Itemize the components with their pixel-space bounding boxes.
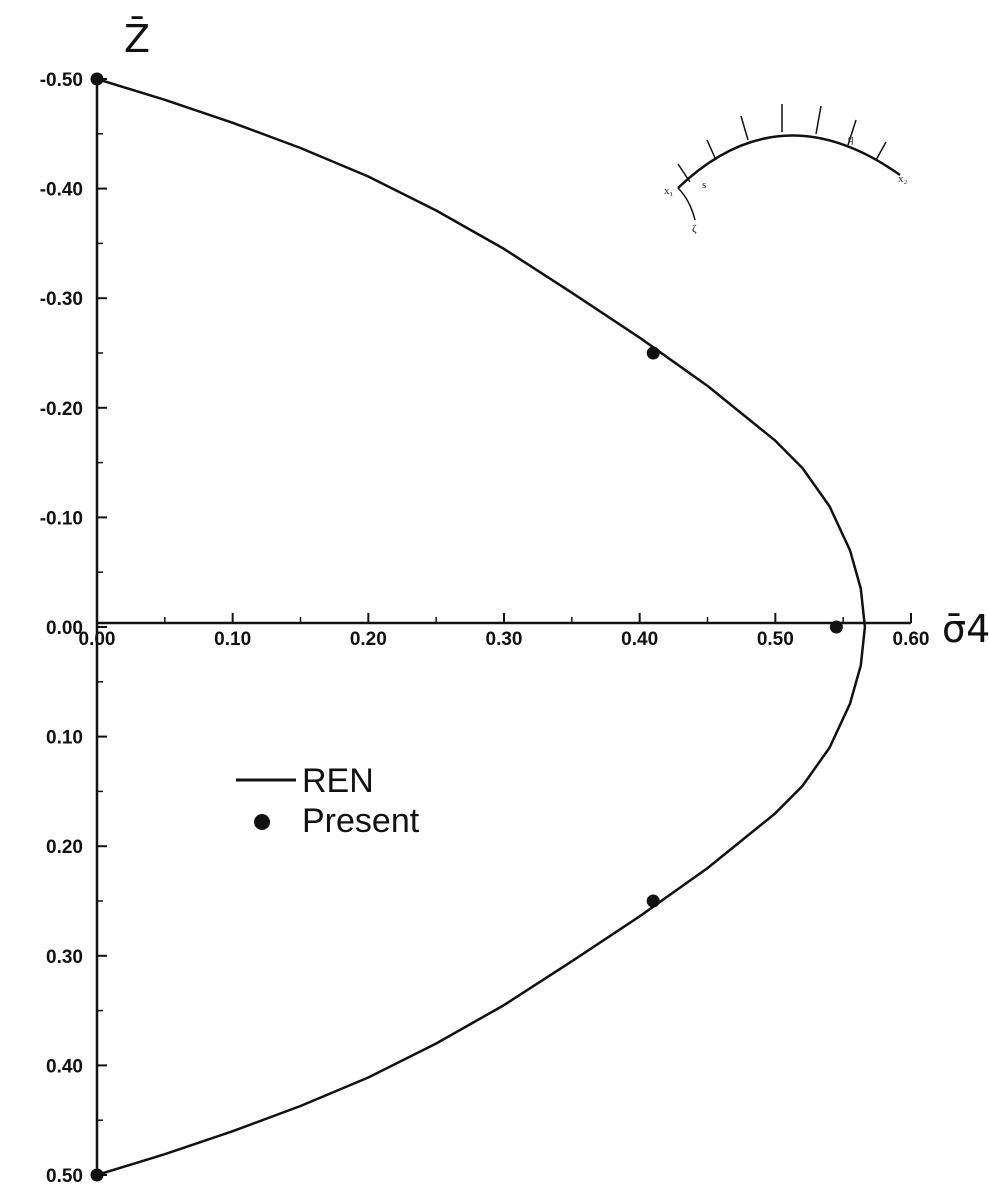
- legend: REN Present: [236, 762, 420, 840]
- y-tick-label: -0.40: [40, 180, 83, 201]
- series-present-point: [646, 894, 660, 908]
- y-tick-label: 0.50: [46, 1166, 83, 1187]
- inset-normal-line: [875, 141, 887, 161]
- y-tick-label: 0.20: [46, 837, 83, 858]
- series-layer: [90, 72, 867, 1182]
- y-tick-label: -0.10: [40, 508, 83, 529]
- inset-label-s: s: [702, 179, 706, 191]
- inset-arc: [677, 134, 901, 189]
- inset-normal-lines: [677, 104, 887, 183]
- inset-hook: [677, 187, 696, 221]
- inset-normal-line: [677, 163, 691, 183]
- series-present-point: [829, 620, 843, 634]
- x-tick-label: 0.40: [621, 629, 658, 650]
- axes: [95, 73, 911, 1175]
- inset-normal-line: [706, 139, 717, 161]
- x-tick-label: 0.20: [350, 629, 387, 650]
- inset-label-x1: x₁: [664, 185, 674, 197]
- x-tick-label: 0.60: [893, 629, 930, 650]
- inset-normal-line: [847, 119, 857, 146]
- inset-label-zeta: ζ: [692, 223, 697, 235]
- y-axis-title: Z̄: [124, 17, 150, 61]
- legend-label-present: Present: [302, 802, 420, 840]
- series-ren-line: [96, 77, 867, 1177]
- tick-marks: [96, 78, 912, 1176]
- series-present-point: [646, 346, 660, 360]
- x-tick-label: 0.30: [486, 629, 523, 650]
- x-axis-title: σ̄4: [942, 607, 989, 651]
- inset-normal-line: [740, 115, 749, 141]
- inset-label-q: q: [848, 133, 854, 145]
- series-present-point: [90, 72, 104, 86]
- x-tick-label: 0.10: [214, 629, 251, 650]
- legend-marker-sample: [254, 814, 270, 830]
- inset-label-x2: x₂: [898, 173, 908, 185]
- y-tick-label: 0.30: [46, 947, 83, 968]
- x-tick-label: 0.50: [757, 629, 794, 650]
- y-tick-label: -0.50: [40, 70, 83, 91]
- series-present-point: [90, 1168, 104, 1182]
- y-tick-label: 0.00: [46, 618, 83, 639]
- legend-label-ren: REN: [302, 762, 374, 800]
- y-tick-label: 0.40: [46, 1056, 83, 1077]
- inset-normal-line: [815, 105, 822, 135]
- tick-labels: 0.00 0.10 0.20 0.30 0.40 0.50 0.60 -0.50 -0.40 -0…: [40, 70, 930, 1187]
- y-tick-label: -0.20: [40, 399, 83, 420]
- geometry-inset-diagram: q s ζ x₁ x₂: [664, 104, 908, 235]
- x-tick-label: 0.00: [79, 629, 116, 650]
- y-tick-label: -0.30: [40, 289, 83, 310]
- y-tick-label: 0.10: [46, 728, 83, 749]
